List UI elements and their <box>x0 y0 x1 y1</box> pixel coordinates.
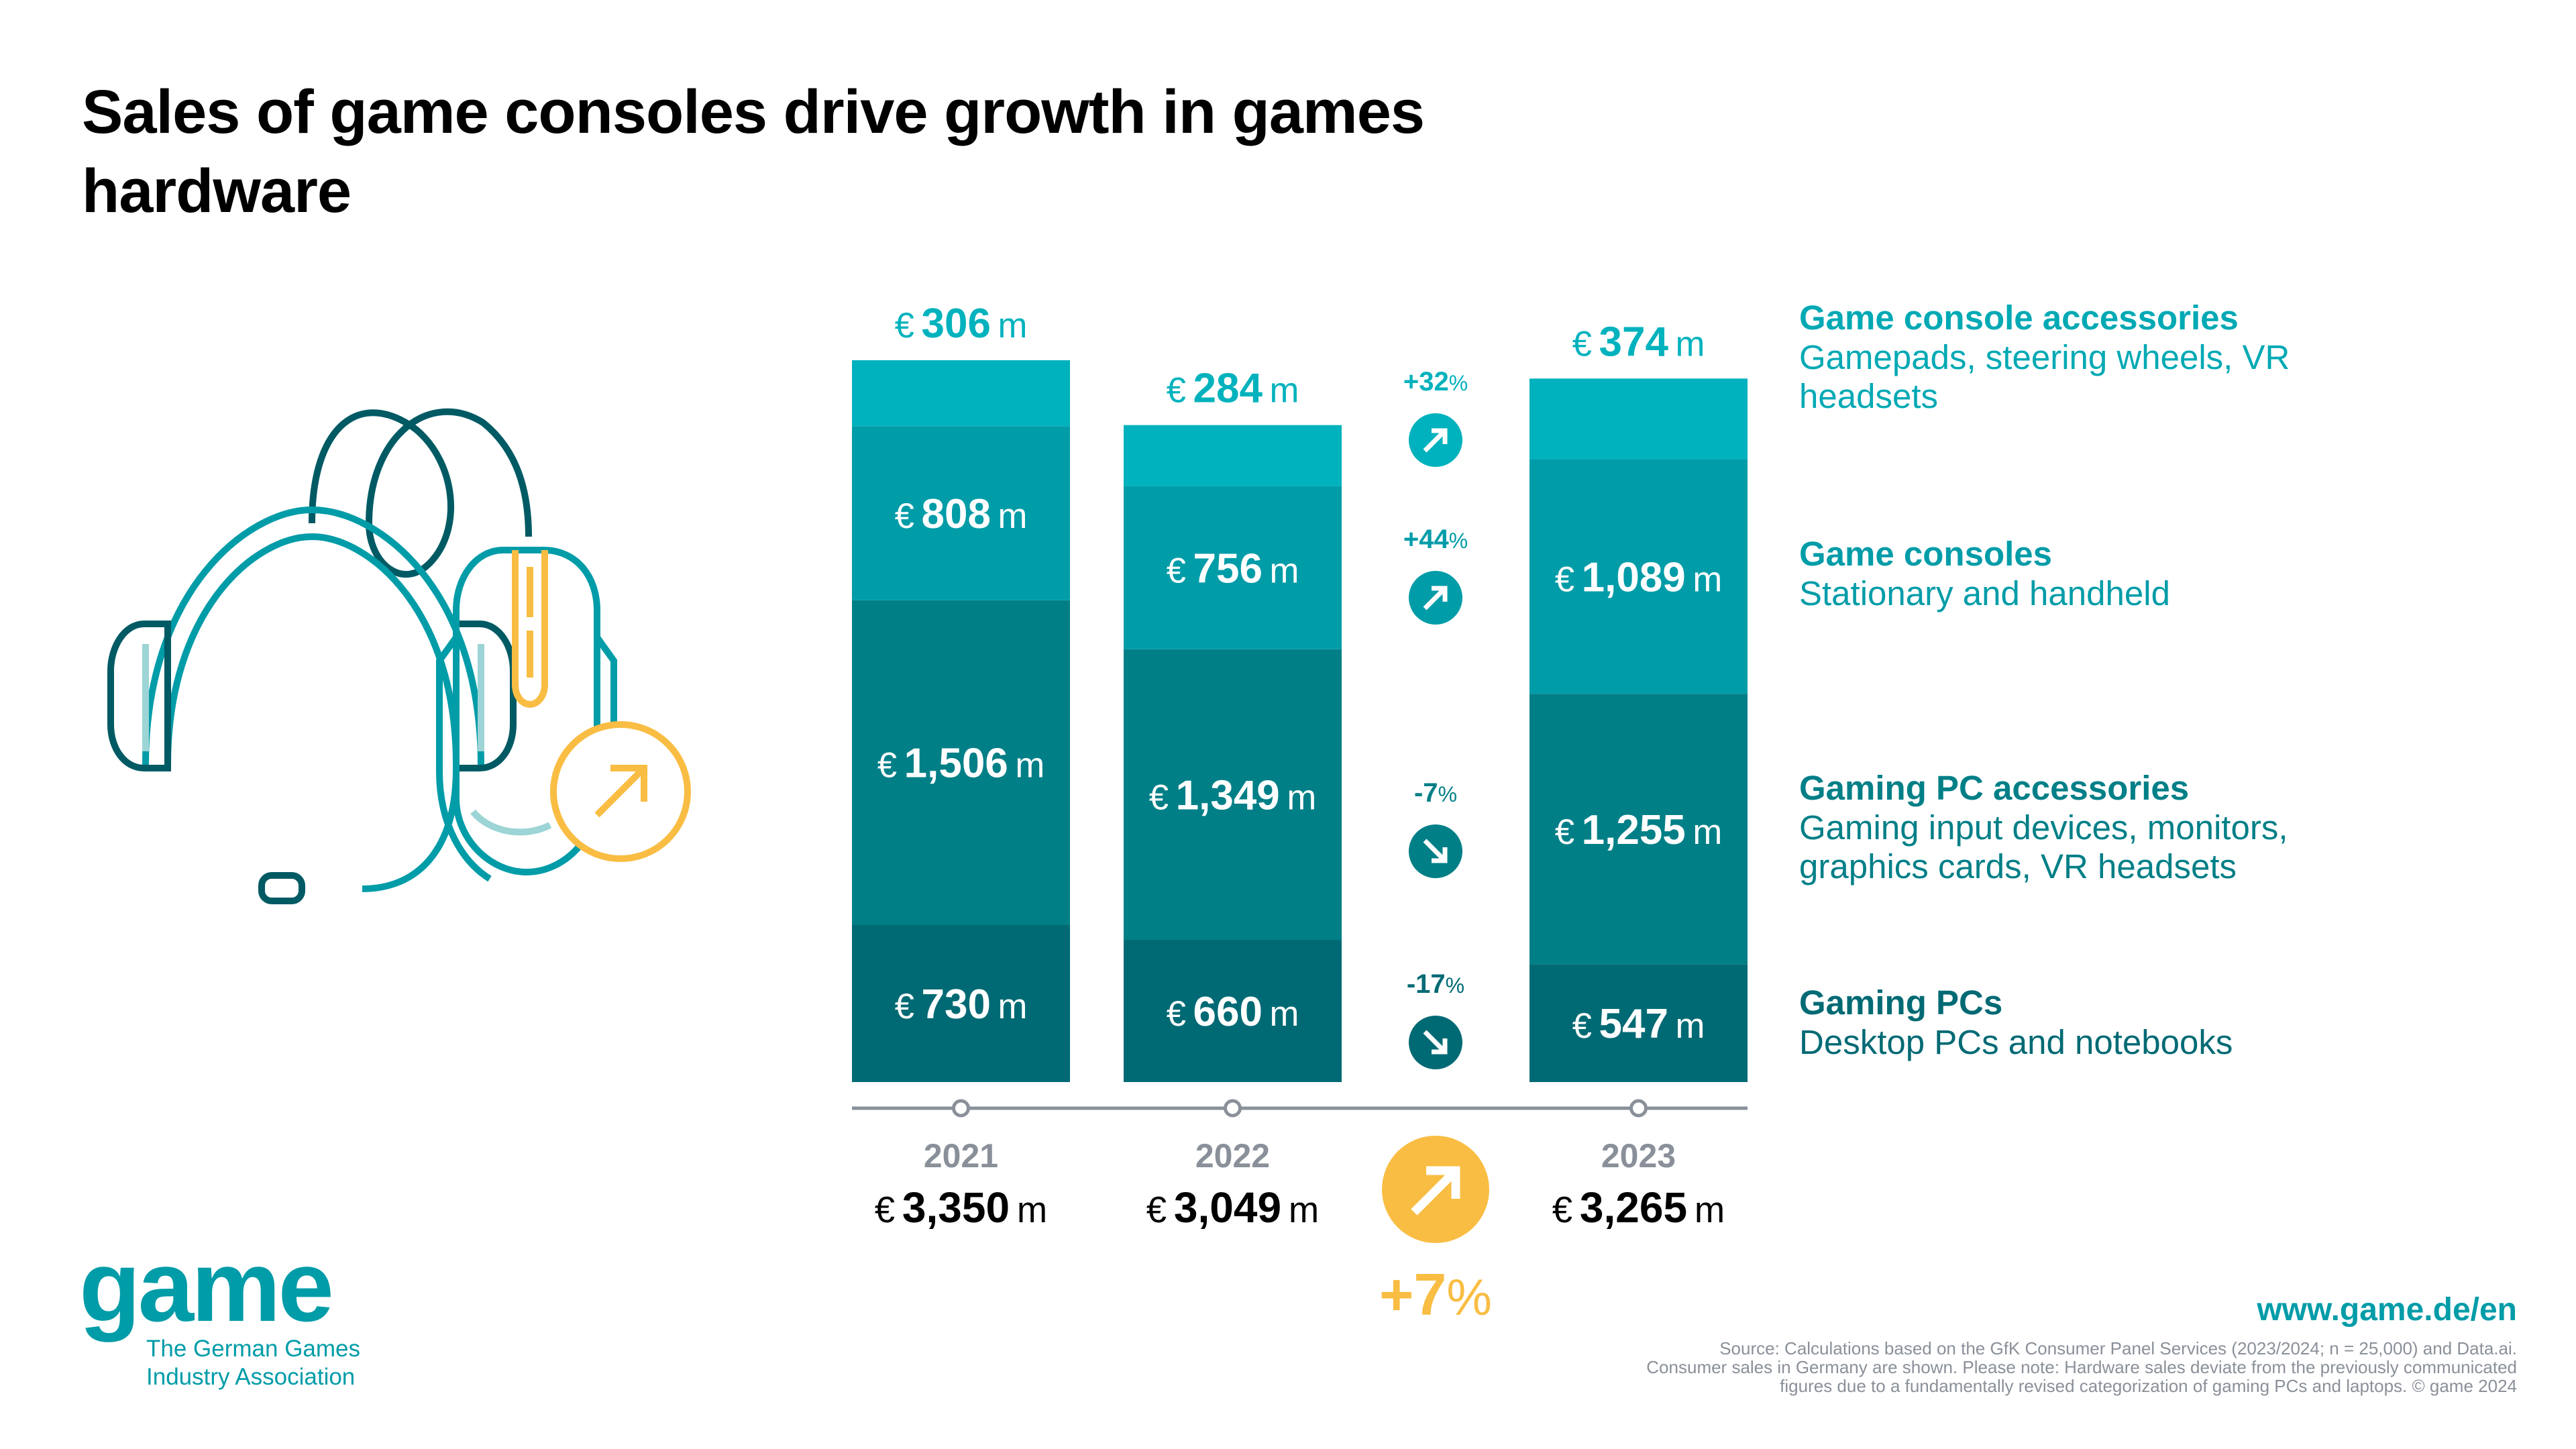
right-earcup-icon <box>453 621 517 771</box>
change-label: -17% <box>1407 969 1464 999</box>
page-title: Sales of game consoles drive growth in g… <box>82 78 1425 225</box>
legend-title: Game consoles <box>1799 535 2052 573</box>
mouse-wheel-icon <box>512 550 548 708</box>
microphone-icon <box>258 872 305 904</box>
segment-label: € 808 m <box>895 491 1028 537</box>
total-label: € 3,350 m <box>875 1183 1048 1232</box>
bar-segment-2021-game-consoles <box>852 426 1070 600</box>
axis-marker <box>1224 1099 1242 1118</box>
segment-label: € 660 m <box>1167 989 1299 1035</box>
legend-desc: Stationary and handheld <box>1799 574 2170 612</box>
segment-label: € 756 m <box>1167 545 1299 592</box>
legend-title: Game console accessories <box>1799 299 2239 337</box>
bar-segment-2021-gaming-pcs <box>852 924 1070 1082</box>
segment-label: € 306 m <box>895 301 1028 347</box>
year-label: 2022 <box>1195 1137 1270 1175</box>
bar-segment-2022-game-consoles <box>1124 486 1342 649</box>
bar-segment-2021-gaming-pc-accessories <box>852 600 1070 925</box>
axis-marker <box>1629 1099 1648 1118</box>
axis-marker <box>952 1099 970 1118</box>
segment-label: € 547 m <box>1572 1001 1705 1047</box>
legend-title: Gaming PCs <box>1799 983 2003 1022</box>
segment-label: € 1,255 m <box>1555 807 1722 853</box>
segment-label: € 730 m <box>895 981 1028 1028</box>
arrow-up-right-icon <box>1411 1166 1460 1216</box>
mouse-body-icon <box>453 547 600 876</box>
bar-segment-2022-game-console-accessories <box>1124 425 1342 486</box>
logo-subtitle-line: Industry Association <box>146 1364 356 1390</box>
bar-segment-2023-game-consoles <box>1529 459 1748 694</box>
bar-segment-2021-game-console-accessories <box>852 360 1070 427</box>
bar-segment-2023-gaming-pc-accessories <box>1529 694 1748 965</box>
segment-label: € 1,089 m <box>1555 554 1722 600</box>
source-line: Consumer sales in Germany are shown. Ple… <box>1646 1357 2517 1377</box>
game-logo: game <box>79 1230 334 1342</box>
arrow-up-right-icon <box>1423 428 1448 453</box>
growth-arrow-icon <box>594 765 647 818</box>
logo-subtitle-line: The German Games <box>146 1336 360 1362</box>
total-change-label: +7% <box>1379 1261 1492 1328</box>
legend-title: Gaming PC accessories <box>1799 769 2190 807</box>
headband-inner-icon <box>164 533 460 765</box>
mouse-cable-icon <box>309 408 532 578</box>
change-label: +44% <box>1403 525 1468 554</box>
arrow-down-right-icon <box>1423 1030 1448 1055</box>
headset-mouse-illustration <box>107 408 691 904</box>
source-line: Source: Calculations based on the GfK Co… <box>1719 1338 2517 1358</box>
segment-label: € 284 m <box>1167 366 1299 412</box>
segment-label: € 1,349 m <box>1149 772 1316 818</box>
bar-segment-2022-gaming-pcs <box>1124 940 1342 1082</box>
logo-subtitle: The German Games Industry Association <box>146 1335 360 1391</box>
total-label: € 3,265 m <box>1552 1183 1725 1232</box>
change-label: -7% <box>1414 778 1457 808</box>
bar-segment-2023-game-console-accessories <box>1529 378 1748 460</box>
source-line: figures due to a fundamentally revised c… <box>1780 1376 2517 1396</box>
arrow-down-right-icon <box>1423 839 1448 863</box>
year-label: 2023 <box>1601 1137 1676 1175</box>
legend-pc-accessories: Gaming PC accessories Gaming input devic… <box>1799 768 2537 886</box>
bar-segment-2022-gaming-pc-accessories <box>1124 649 1342 941</box>
legend-console-accessories: Game console accessories Gamepads, steer… <box>1799 298 2537 416</box>
legend-desc: Desktop PCs and notebooks <box>1799 1023 2233 1061</box>
segment-label: € 374 m <box>1572 319 1705 365</box>
segment-label: € 1,506 m <box>877 741 1044 787</box>
legend-desc: Gamepads, steering wheels, VR headsets <box>1799 338 2290 415</box>
legend-desc: Gaming input devices, monitors, graphics… <box>1799 808 2288 885</box>
legend-game-consoles: Game consoles Stationary and handheld <box>1799 534 2537 613</box>
arrow-up-right-icon <box>1423 586 1448 610</box>
legend-gaming-pcs: Gaming PCs Desktop PCs and notebooks <box>1799 983 2537 1062</box>
total-label: € 3,049 m <box>1146 1183 1320 1232</box>
year-label: 2021 <box>924 1137 998 1175</box>
website-link[interactable]: www.game.de/en <box>2257 1292 2517 1328</box>
source-note: Source: Calculations based on the GfK Co… <box>1511 1339 2517 1395</box>
left-earcup-icon <box>107 621 171 771</box>
change-label: +32% <box>1403 367 1468 396</box>
bar-segment-2023-gaming-pcs <box>1529 964 1748 1082</box>
